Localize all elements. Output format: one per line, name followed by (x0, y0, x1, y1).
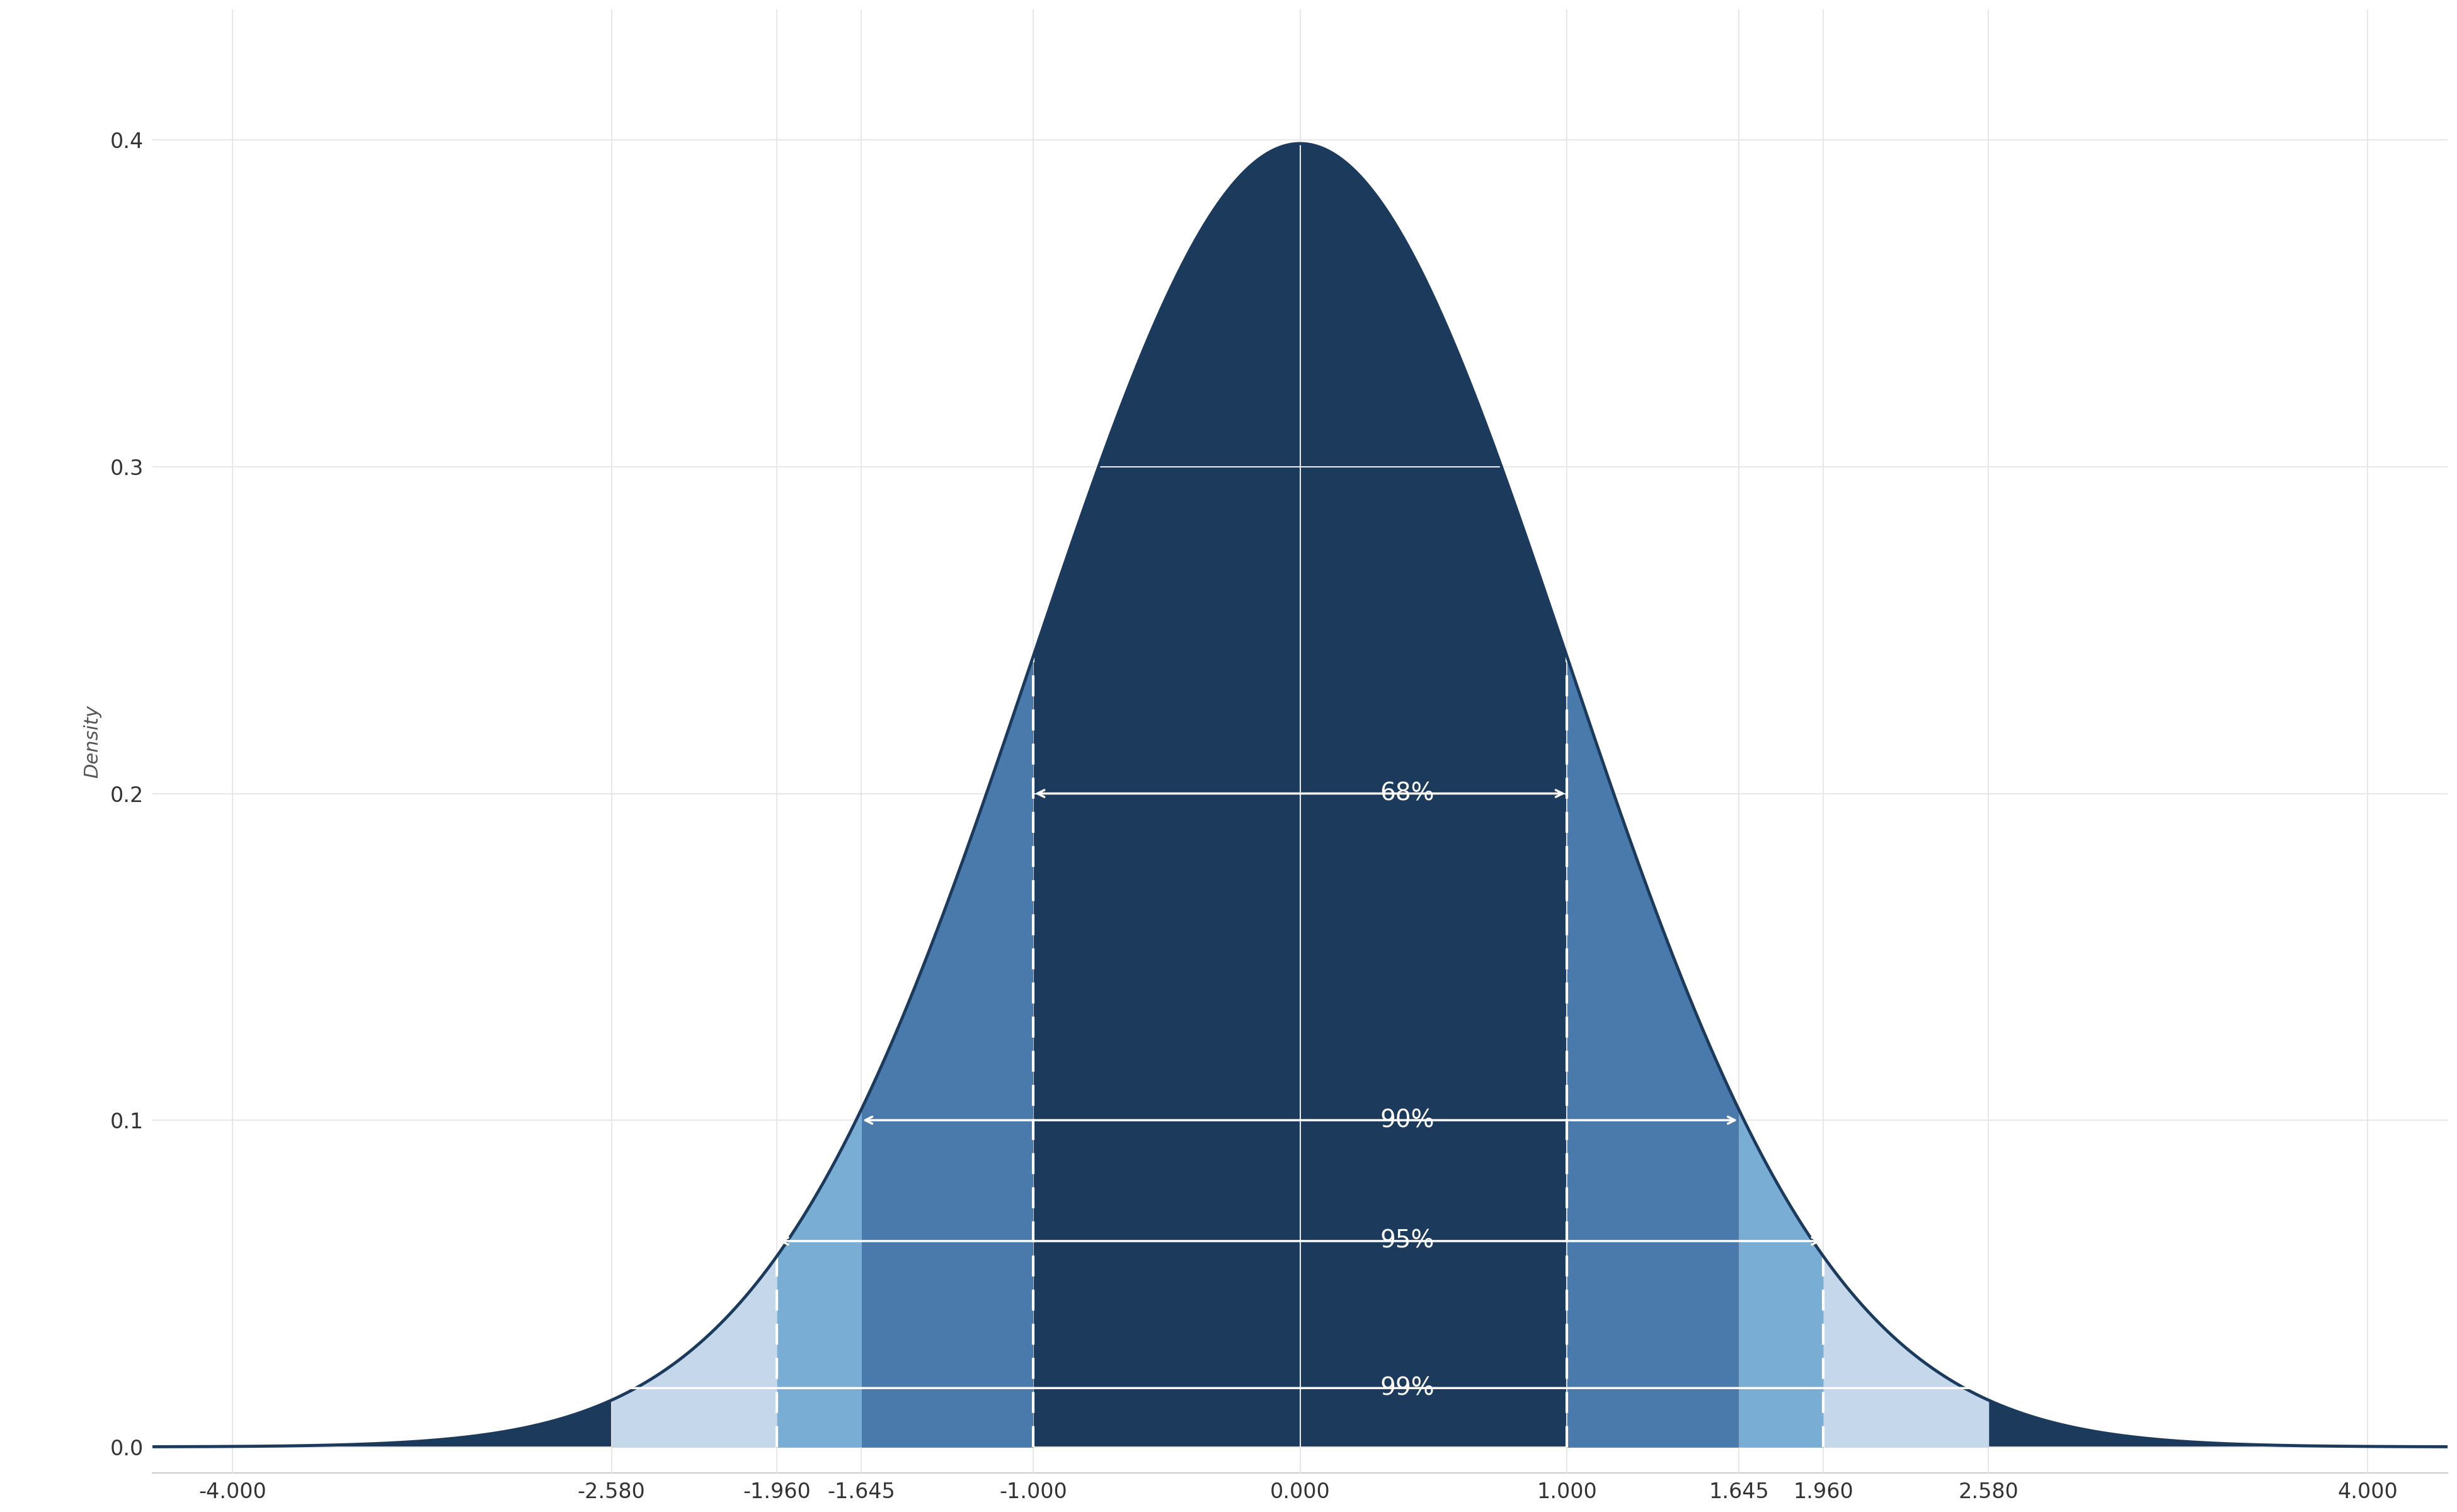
Text: 68%: 68% (1381, 782, 1435, 806)
Text: 99%: 99% (1381, 1376, 1435, 1400)
Y-axis label: Density: Density (84, 705, 101, 777)
Text: 90%: 90% (1381, 1108, 1435, 1132)
Text: 95%: 95% (1381, 1229, 1435, 1253)
